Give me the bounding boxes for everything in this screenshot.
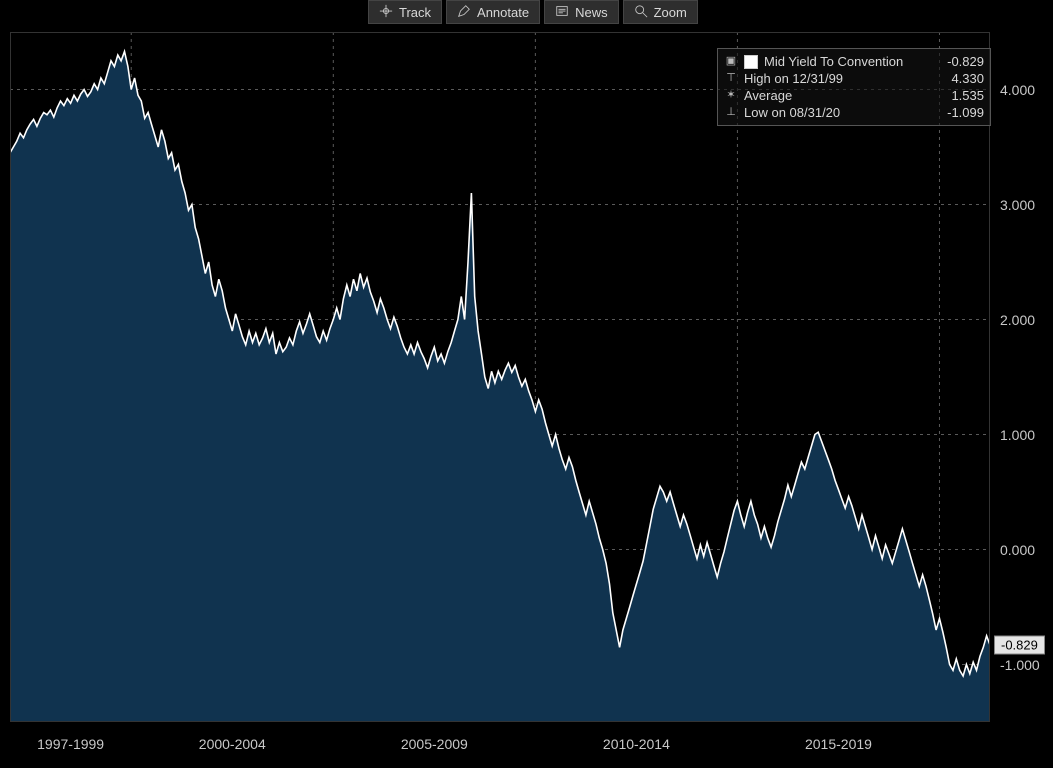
x-axis: 1997-1999 2000-2004 2005-2009 2010-2014 2015…: [10, 730, 990, 760]
track-tool[interactable]: Track: [368, 0, 442, 24]
legend-avg-row: ✶ Average 1.535: [724, 87, 984, 104]
y-tick-label: 0.000: [1000, 542, 1035, 558]
legend-high-row: ⊤ High on 12/31/99 4.330: [724, 70, 984, 87]
legend-series-value: -0.829: [932, 53, 984, 70]
x-tick-label: 2015-2019: [805, 736, 872, 752]
x-tick-label: 2000-2004: [199, 736, 266, 752]
pencil-icon: [457, 4, 471, 21]
y-tick-label: 1.000: [1000, 427, 1035, 443]
zoom-tool[interactable]: Zoom: [623, 0, 698, 24]
legend-low-value: -1.099: [932, 104, 984, 121]
legend-high-value: 4.330: [932, 70, 984, 87]
chart-legend: ▣ Mid Yield To Convention -0.829 ⊤ High …: [717, 48, 991, 126]
annotate-tool[interactable]: Annotate: [446, 0, 540, 24]
last-value-flag: -0.829: [994, 635, 1045, 654]
y-tick-label: 3.000: [1000, 197, 1035, 213]
toolbar-label: Annotate: [477, 5, 529, 20]
legend-avg-value: 1.535: [932, 87, 984, 104]
legend-high-label: High on 12/31/99: [744, 70, 926, 87]
chart-plot-area[interactable]: [10, 32, 990, 722]
legend-low-row: ⊥ Low on 08/31/20 -1.099: [724, 104, 984, 121]
low-icon: ⊥: [724, 106, 738, 120]
x-tick-label: 1997-1999: [37, 736, 104, 752]
crosshair-icon: [379, 4, 393, 21]
expand-icon: ▣: [724, 55, 738, 69]
y-tick-label: -1.000: [1000, 657, 1040, 673]
series-swatch: [744, 55, 758, 69]
news-tool[interactable]: News: [544, 0, 619, 24]
high-icon: ⊤: [724, 72, 738, 86]
avg-icon: ✶: [724, 89, 738, 103]
terminal-chart: Track Annotate News Zoom 4.000 3.000 2.000 1.0…: [0, 0, 1053, 768]
legend-avg-label: Average: [744, 87, 926, 104]
x-tick-label: 2010-2014: [603, 736, 670, 752]
toolbar-label: Track: [399, 5, 431, 20]
y-tick-label: 2.000: [1000, 312, 1035, 328]
toolbar-label: Zoom: [654, 5, 687, 20]
y-axis: 4.000 3.000 2.000 1.000 0.000 -1.000 -0.829: [994, 32, 1049, 722]
legend-low-label: Low on 08/31/20: [744, 104, 926, 121]
x-tick-label: 2005-2009: [401, 736, 468, 752]
zoom-icon: [634, 4, 648, 21]
toolbar-label: News: [575, 5, 608, 20]
legend-series-label: Mid Yield To Convention: [764, 53, 926, 70]
y-tick-label: 4.000: [1000, 82, 1035, 98]
chart-toolbar: Track Annotate News Zoom: [368, 0, 698, 24]
news-icon: [555, 4, 569, 21]
legend-series-row: ▣ Mid Yield To Convention -0.829: [724, 53, 984, 70]
